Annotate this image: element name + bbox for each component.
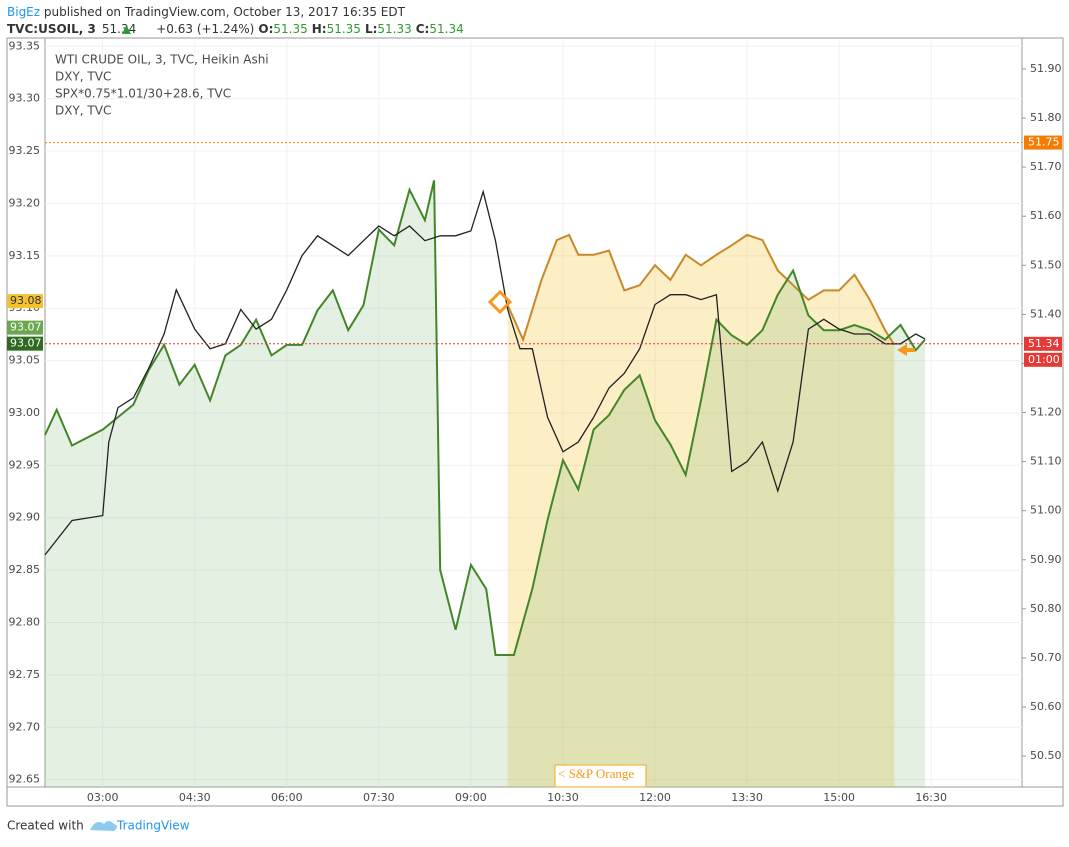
y-tick-label: 93.35 bbox=[9, 39, 41, 52]
x-tick-label: 15:00 bbox=[823, 791, 855, 804]
y-tick-label: 92.65 bbox=[9, 773, 41, 786]
left-price-label: 93.08 bbox=[10, 294, 42, 307]
y2-tick-label: 50.50 bbox=[1030, 749, 1062, 762]
y-tick-label: 93.15 bbox=[9, 249, 41, 262]
legend-entry: DXY, TVC bbox=[55, 104, 111, 118]
ohlc-value: 51.35 bbox=[327, 22, 361, 36]
series-line bbox=[44, 189, 926, 556]
labels: 03:00 04:30 06:00 07:30 09:00 10:30 12:00 13:30… bbox=[7, 39, 1062, 804]
y2-tick-label: 51.80 bbox=[1030, 111, 1062, 124]
series-line bbox=[44, 180, 926, 656]
y2-tick-label: 51.20 bbox=[1030, 406, 1062, 419]
x-tick-label: 13:30 bbox=[731, 791, 763, 804]
grid bbox=[45, 40, 1022, 787]
ohlc-label: L: bbox=[365, 22, 377, 36]
y2-tick-label: 50.70 bbox=[1030, 651, 1062, 664]
y-tick-label: 93.05 bbox=[9, 354, 41, 367]
change: +0.63 (+1.24%) bbox=[156, 22, 254, 36]
y-tick-label: 93.20 bbox=[9, 196, 41, 209]
x-tick-label: 07:30 bbox=[363, 791, 395, 804]
price-label: 51.75 bbox=[1028, 136, 1060, 149]
areas bbox=[45, 180, 925, 787]
left-price-box bbox=[7, 320, 43, 335]
area bbox=[45, 180, 925, 787]
x-tick-label: 04:30 bbox=[179, 791, 211, 804]
y2-tick-label: 50.90 bbox=[1030, 553, 1062, 566]
area bbox=[507, 234, 895, 787]
y2-tick-label: 51.10 bbox=[1030, 455, 1062, 468]
x-tick-label: 10:30 bbox=[547, 791, 579, 804]
y2-tick-label: 51.40 bbox=[1030, 307, 1062, 320]
countdown: 01:00 bbox=[1028, 353, 1060, 366]
y-tick-label: 92.95 bbox=[9, 458, 41, 471]
price-label-box bbox=[1024, 135, 1062, 150]
header-line: BigEz published on TradingView.com, Octo… bbox=[7, 5, 406, 19]
y2-tick-label: 51.60 bbox=[1030, 209, 1062, 222]
left-price-box bbox=[7, 336, 43, 351]
legend-entry: DXY, TVC bbox=[55, 70, 111, 84]
y2-tick-label: 51.90 bbox=[1030, 62, 1062, 75]
x-tick-label: 06:00 bbox=[271, 791, 303, 804]
series-line bbox=[506, 233, 896, 346]
published: published on TradingView.com, October 13… bbox=[44, 5, 406, 19]
y-tick-label: 92.85 bbox=[9, 563, 41, 576]
marker bbox=[897, 344, 915, 356]
symbol: TVC:USOIL, 3 bbox=[7, 22, 96, 36]
up-arrow bbox=[122, 25, 131, 34]
y-tick-label: 92.90 bbox=[9, 511, 41, 524]
y2-tick-label: 50.80 bbox=[1030, 602, 1062, 615]
y2-tick-label: 51.70 bbox=[1030, 160, 1062, 173]
lines bbox=[44, 142, 1022, 656]
y-tick-label: 92.80 bbox=[9, 616, 41, 629]
y-tick-label: 92.75 bbox=[9, 668, 41, 681]
ohlc-label: H: bbox=[312, 22, 327, 36]
ohlc-value: 51.35 bbox=[273, 22, 307, 36]
legend-entry: WTI CRUDE OIL, 3, TVC, Heikin Ashi bbox=[55, 53, 269, 67]
y-tick-label: 93.00 bbox=[9, 406, 41, 419]
y-tick-label: 93.25 bbox=[9, 144, 41, 157]
countdown-box bbox=[1024, 352, 1062, 367]
price-label: 51.34 bbox=[1028, 337, 1060, 350]
left-price-box bbox=[7, 294, 43, 309]
ohlc-value: 51.33 bbox=[377, 22, 411, 36]
left-price-label: 93.07 bbox=[10, 337, 42, 350]
footer-brand[interactable]: TradingView bbox=[116, 819, 190, 833]
price-label-box bbox=[1024, 336, 1062, 351]
y-tick-label: 92.70 bbox=[9, 720, 41, 733]
x-tick-label: 16:30 bbox=[915, 791, 947, 804]
annotation-box bbox=[554, 764, 647, 788]
ohlc-label: O: bbox=[258, 22, 273, 36]
last-price: 51.34 bbox=[102, 22, 136, 36]
y2-tick-label: 51.50 bbox=[1030, 258, 1062, 271]
x-tick-label: 03:00 bbox=[87, 791, 119, 804]
left-price-label: 93.07 bbox=[10, 321, 42, 334]
ohlc-label: C: bbox=[416, 22, 430, 36]
legend: WTI CRUDE OIL, 3, TVC, Heikin Ashi DXY, T… bbox=[55, 53, 269, 118]
footer-created: Created with bbox=[7, 819, 84, 833]
legend-entry: SPX*0.75*1.01/30+28.6, TVC bbox=[55, 87, 231, 101]
x-tick-label: 12:00 bbox=[639, 791, 671, 804]
frame bbox=[6, 37, 1064, 807]
author[interactable]: BigEz bbox=[7, 5, 40, 19]
brand-logo bbox=[90, 821, 117, 831]
annotation: < S&P Orange bbox=[558, 766, 634, 781]
y-tick-label: 93.30 bbox=[9, 92, 41, 105]
x-tick-label: 09:00 bbox=[455, 791, 487, 804]
symbol-line: TVC:USOIL, 3 51.34 +0.63 (+1.24%) O:51.35 H:… bbox=[7, 22, 464, 36]
marker bbox=[487, 289, 513, 315]
y2-tick-label: 51.00 bbox=[1030, 504, 1062, 517]
y2-tick-label: 50.60 bbox=[1030, 700, 1062, 713]
ohlc-value: 51.34 bbox=[429, 22, 463, 36]
